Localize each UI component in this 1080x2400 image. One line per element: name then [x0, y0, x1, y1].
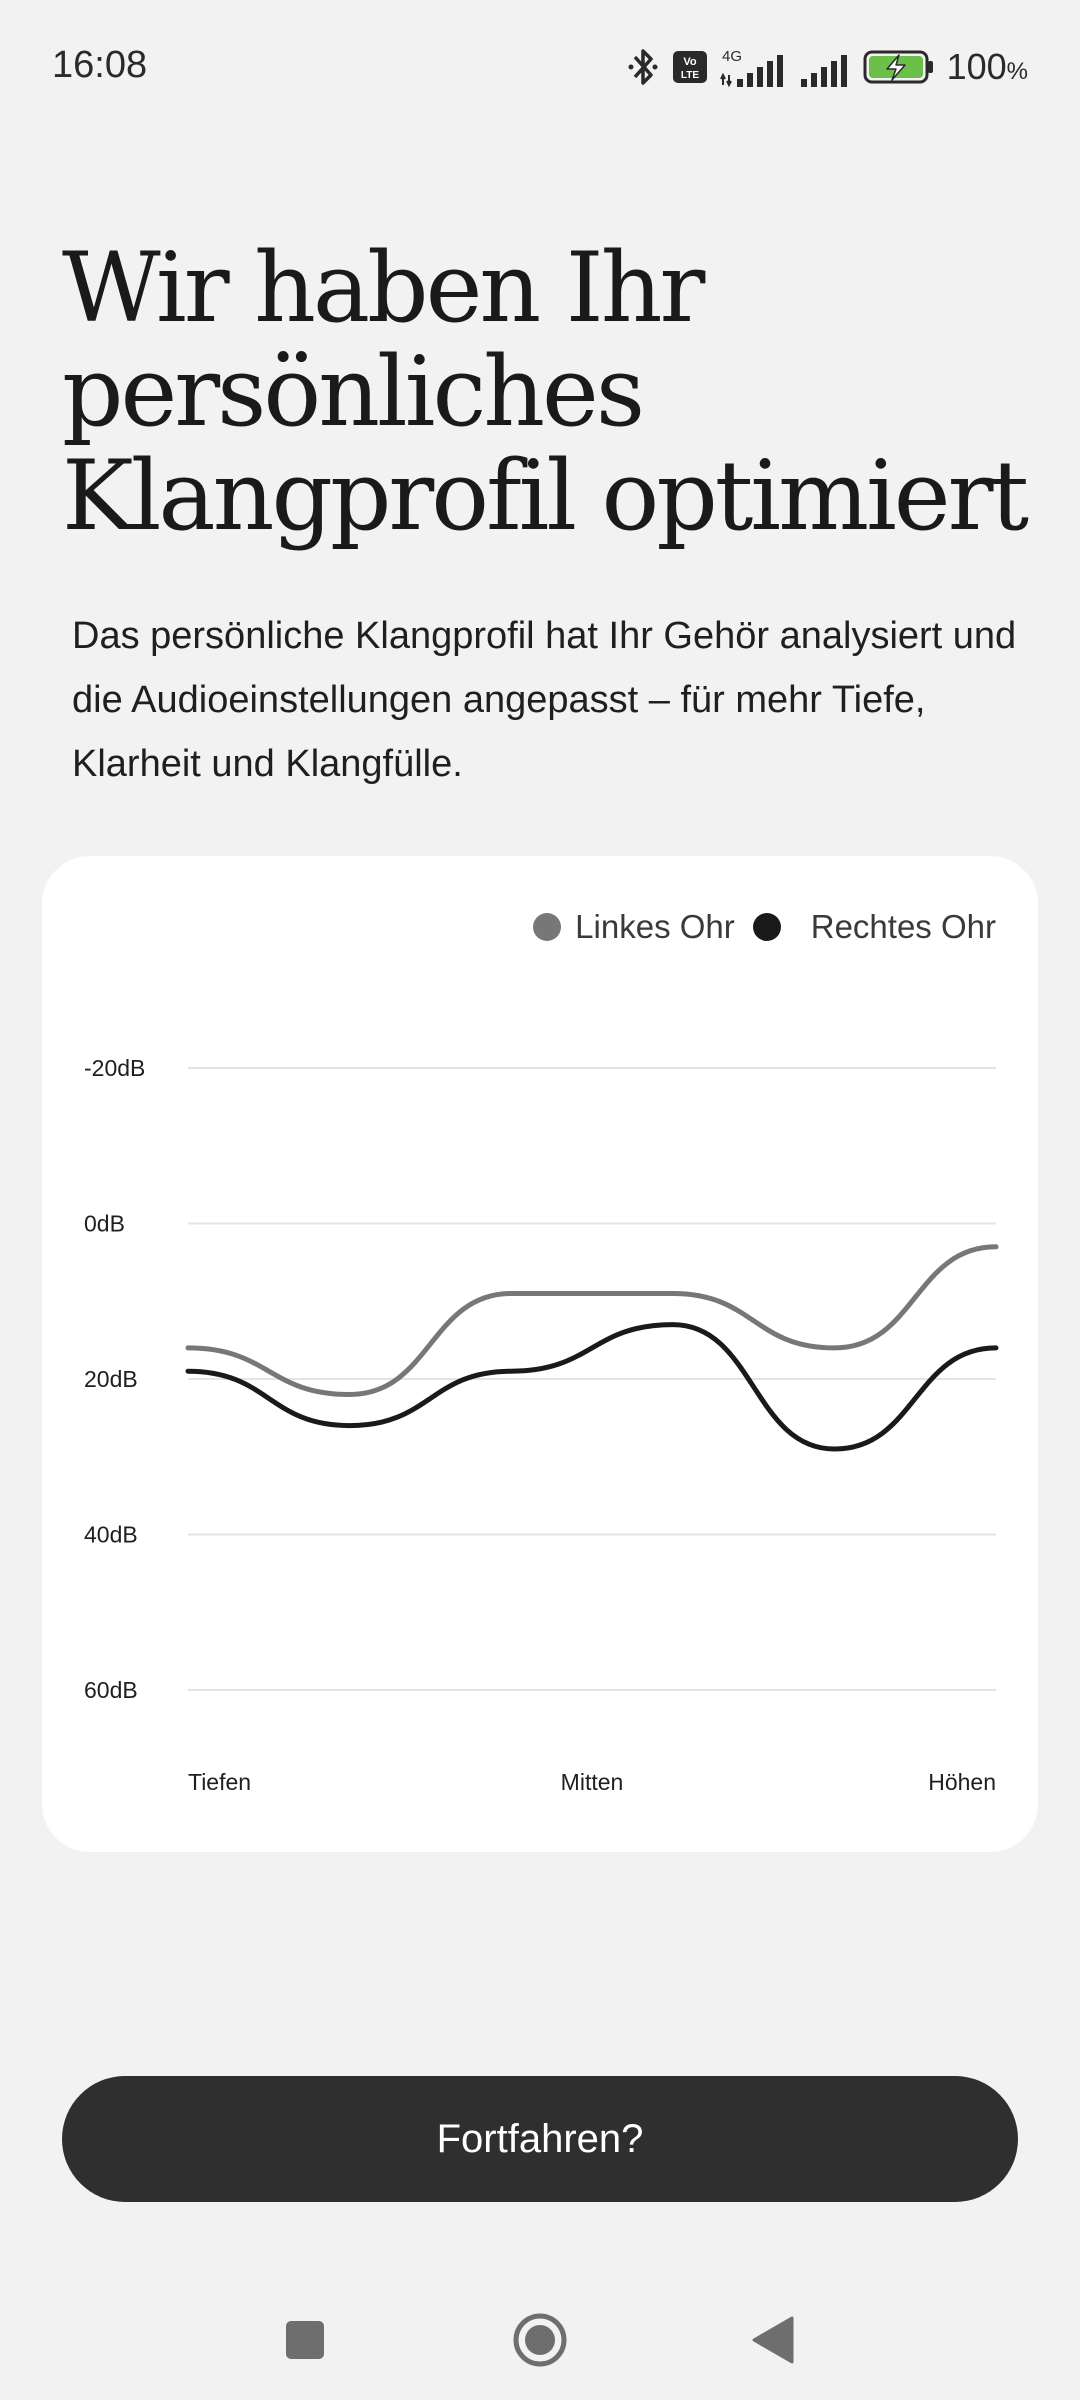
bluetooth-icon [628, 49, 658, 85]
page-title-line-2: persönliches [62, 336, 645, 448]
page-title: Wir haben Ihr persönliches Klangprofil o… [62, 236, 1042, 548]
legend-entry-left-ear: Linkes Ohr [533, 908, 735, 946]
volte-label-lte: LTE [681, 70, 699, 81]
legend-label-right-ear: Rechtes Ohr [810, 908, 996, 945]
signal-icon [800, 55, 847, 87]
x-category-label: Tiefen [188, 1769, 251, 1795]
continue-button[interactable]: Fortfahren? [62, 2076, 1018, 2202]
home-circle-icon[interactable] [508, 2308, 572, 2372]
status-bar: 16:08 Vo LTE 4G [0, 0, 1080, 130]
signal-4g-icon: 4G [719, 48, 783, 88]
battery-percent-value: 100 [946, 46, 1007, 87]
page-subtitle: Das persönliche Klangprofil hat Ihr Gehö… [72, 615, 1017, 785]
series-line-left-ear [185, 1244, 999, 1398]
y-tick-label: -20dB [84, 1055, 145, 1081]
status-time: 16:08 [52, 44, 148, 86]
network-type: 4G [722, 48, 742, 65]
legend-entry-right-ear: Rechtes Ohr [752, 908, 996, 946]
y-tick-label: 60dB [84, 1677, 138, 1703]
volte-label: Vo [683, 56, 697, 68]
legend-dot-left-ear [533, 913, 562, 941]
series-line-right-ear [185, 1322, 999, 1452]
system-nav-bar [0, 2276, 1080, 2400]
page-title-line-3: Klangprofil optimiert [62, 440, 1029, 552]
battery-charging-icon [863, 50, 933, 84]
volte-icon: Vo LTE [672, 51, 707, 83]
back-triangle-icon[interactable] [742, 2308, 806, 2372]
y-tick-label: 40dB [84, 1522, 138, 1548]
hearing-chart: -20dB 0dB 20dB 40dB 60dB Tiefen Mitten Höhen [84, 1055, 999, 1795]
battery-percent-unit: % [1006, 58, 1028, 85]
status-icons: Vo LTE 4G 100% [625, 42, 1028, 92]
recents-square-icon[interactable] [273, 2308, 337, 2372]
y-tick-label: 0dB [84, 1211, 125, 1237]
page-title-line-1: Wir haben Ihr [62, 232, 705, 344]
legend-label-left-ear: Linkes Ohr [575, 908, 735, 945]
x-category-label: Mitten [561, 1769, 624, 1795]
legend-dot-right-ear [752, 913, 781, 941]
x-category-label: Höhen [928, 1769, 996, 1795]
battery-percent: 100% [947, 46, 1028, 88]
chart-legend: Linkes Ohr Rechtes Ohr [533, 908, 996, 946]
y-tick-label: 20dB [84, 1366, 138, 1392]
sound-profile-chart-card: Linkes Ohr Rechtes Ohr -20dB 0dB 20dB 40dB 6… [42, 856, 1038, 1852]
